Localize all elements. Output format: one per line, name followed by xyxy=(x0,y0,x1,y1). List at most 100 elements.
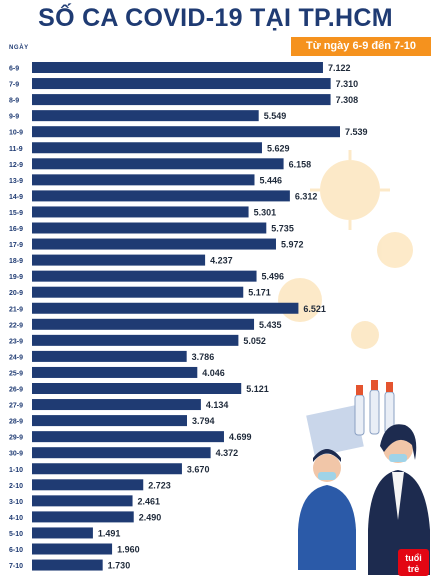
bar xyxy=(32,350,187,362)
category-label: 4-10 xyxy=(9,515,23,522)
value-label: 4.134 xyxy=(206,400,229,410)
bar xyxy=(32,559,103,571)
value-label: 5.435 xyxy=(259,320,282,330)
virus-spikes xyxy=(310,150,390,230)
category-label: 3-10 xyxy=(9,499,23,506)
bar xyxy=(32,126,340,138)
value-label: 7.122 xyxy=(328,63,351,73)
value-label: 5.735 xyxy=(271,224,294,234)
bar xyxy=(32,206,249,218)
category-label: 1-10 xyxy=(9,467,23,474)
value-label: 7.310 xyxy=(336,79,359,89)
value-label: 6.312 xyxy=(295,191,318,201)
category-label: 7-10 xyxy=(9,563,23,570)
value-label: 5.496 xyxy=(262,272,285,282)
value-label: 4.237 xyxy=(210,256,233,266)
bar xyxy=(32,527,93,539)
category-label: 6-10 xyxy=(9,547,23,554)
value-label: 1.730 xyxy=(108,561,131,571)
value-label: 2.490 xyxy=(139,512,162,522)
category-label: 9-9 xyxy=(9,114,19,121)
category-label: 18-9 xyxy=(9,258,23,265)
category-label: 25-9 xyxy=(9,370,23,377)
value-label: 5.301 xyxy=(254,207,277,217)
category-label: 23-9 xyxy=(9,338,23,345)
category-label: 2-10 xyxy=(9,483,23,490)
value-label: 5.549 xyxy=(264,111,287,121)
category-label: 5-10 xyxy=(9,531,23,538)
svg-text:trẻ: trẻ xyxy=(408,564,420,574)
category-label: 26-9 xyxy=(9,387,23,394)
category-label: 11-9 xyxy=(9,146,23,153)
category-label: 12-9 xyxy=(9,162,23,169)
value-label: 5.121 xyxy=(246,384,269,394)
page-title: SỐ CA COVID-19 TẠI TP.HCM xyxy=(38,4,393,32)
value-label: 7.308 xyxy=(336,95,359,105)
bar xyxy=(32,174,255,186)
value-label: 6.158 xyxy=(289,159,312,169)
person-illustration-left xyxy=(298,449,356,570)
bar xyxy=(32,222,267,234)
category-label: 7-9 xyxy=(9,82,19,89)
category-label: 21-9 xyxy=(9,306,23,313)
category-label: 27-9 xyxy=(9,403,23,410)
bar xyxy=(32,94,331,106)
value-label: 7.539 xyxy=(345,127,368,137)
category-label: 10-9 xyxy=(9,130,23,137)
bar xyxy=(32,431,224,443)
bar xyxy=(32,495,133,507)
tuoi-tre-logo: tuổi trẻ xyxy=(398,549,429,576)
bar xyxy=(32,383,242,394)
bar xyxy=(32,62,323,73)
bar xyxy=(32,334,239,346)
bar xyxy=(32,366,198,378)
category-label: 16-9 xyxy=(9,226,23,233)
category-label: 14-9 xyxy=(9,194,23,201)
category-label: 8-9 xyxy=(9,98,19,105)
category-label: 17-9 xyxy=(9,242,23,249)
value-label: 2.461 xyxy=(138,496,161,506)
value-label: 5.629 xyxy=(267,143,290,153)
bar xyxy=(32,270,257,282)
bar xyxy=(32,78,331,90)
value-label: 4.699 xyxy=(229,432,252,442)
category-label: 24-9 xyxy=(9,354,23,361)
bar xyxy=(32,286,244,298)
value-label: 6.521 xyxy=(303,304,326,314)
medical-illustration xyxy=(306,380,395,457)
bar xyxy=(32,238,276,250)
bar xyxy=(32,158,284,170)
bar xyxy=(32,447,211,459)
category-label: 19-9 xyxy=(9,274,23,281)
category-label: 22-9 xyxy=(9,322,23,329)
bar xyxy=(32,254,206,266)
category-label: 6-9 xyxy=(9,66,19,73)
value-label: 5.171 xyxy=(248,288,271,298)
value-label: 3.670 xyxy=(187,464,210,474)
bar xyxy=(32,543,113,555)
bar xyxy=(32,399,201,411)
value-label: 4.046 xyxy=(202,368,225,378)
value-label: 5.446 xyxy=(259,175,282,185)
bar xyxy=(32,511,134,523)
value-label: 3.786 xyxy=(192,352,215,362)
value-label: 4.372 xyxy=(216,448,239,458)
bar xyxy=(32,190,290,202)
category-label: 30-9 xyxy=(9,451,23,458)
value-label: 2.723 xyxy=(148,480,171,490)
date-range-badge: Từ ngày 6-9 đến 7-10 xyxy=(291,37,431,56)
value-label: 5.052 xyxy=(243,336,266,346)
category-label: 13-9 xyxy=(9,178,23,185)
category-label: 29-9 xyxy=(9,435,23,442)
category-label: 15-9 xyxy=(9,210,23,217)
value-label: 3.794 xyxy=(192,416,215,426)
bar xyxy=(32,142,262,154)
value-label: 5.972 xyxy=(281,240,304,250)
axis-label-day: NGÀY xyxy=(9,45,29,51)
value-label: 1.491 xyxy=(98,528,121,538)
category-label: 20-9 xyxy=(9,290,23,297)
bar xyxy=(32,302,299,314)
bar xyxy=(32,318,255,330)
